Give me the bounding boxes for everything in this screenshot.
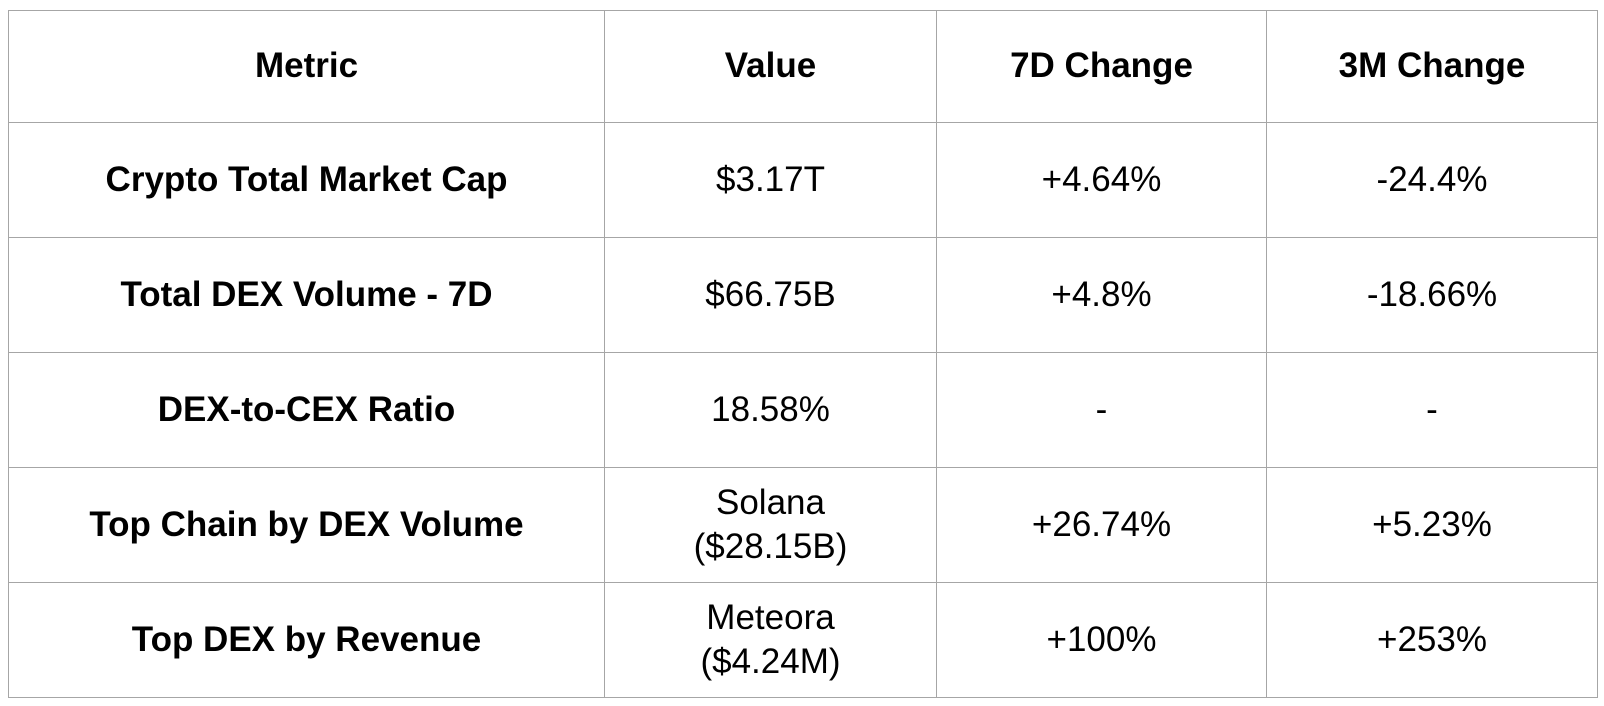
table-row: Total DEX Volume - 7D $66.75B +4.8% -18.… — [8, 237, 1598, 353]
change-3m-cell: -24.4% — [1266, 122, 1598, 238]
value-cell: 18.58% — [604, 352, 937, 468]
metric-cell: Total DEX Volume - 7D — [8, 237, 605, 353]
change-7d-cell: +100% — [936, 582, 1267, 698]
change-3m-cell: - — [1266, 352, 1598, 468]
metrics-table-container: Metric Value 7D Change 3M Change Crypto … — [8, 10, 1598, 698]
col-header-7d-change: 7D Change — [936, 10, 1267, 123]
table-row: Top Chain by DEX Volume Solana ($28.15B)… — [8, 467, 1598, 583]
value-cell: Meteora ($4.24M) — [604, 582, 937, 698]
change-3m-cell: +253% — [1266, 582, 1598, 698]
metric-cell: Top DEX by Revenue — [8, 582, 605, 698]
table-header-row: Metric Value 7D Change 3M Change — [8, 10, 1598, 123]
metric-cell: Top Chain by DEX Volume — [8, 467, 605, 583]
change-7d-cell: +4.8% — [936, 237, 1267, 353]
value-cell: $3.17T — [604, 122, 937, 238]
value-cell: Solana ($28.15B) — [604, 467, 937, 583]
col-header-value: Value — [604, 10, 937, 123]
change-7d-cell: +4.64% — [936, 122, 1267, 238]
table-row: Top DEX by Revenue Meteora ($4.24M) +100… — [8, 582, 1598, 698]
change-3m-cell: +5.23% — [1266, 467, 1598, 583]
metric-cell: DEX-to-CEX Ratio — [8, 352, 605, 468]
change-7d-cell: - — [936, 352, 1267, 468]
col-header-3m-change: 3M Change — [1266, 10, 1598, 123]
table-row: Crypto Total Market Cap $3.17T +4.64% -2… — [8, 122, 1598, 238]
metric-cell: Crypto Total Market Cap — [8, 122, 605, 238]
metrics-table: Metric Value 7D Change 3M Change Crypto … — [8, 10, 1598, 698]
table-row: DEX-to-CEX Ratio 18.58% - - — [8, 352, 1598, 468]
change-7d-cell: +26.74% — [936, 467, 1267, 583]
col-header-metric: Metric — [8, 10, 605, 123]
value-cell: $66.75B — [604, 237, 937, 353]
change-3m-cell: -18.66% — [1266, 237, 1598, 353]
